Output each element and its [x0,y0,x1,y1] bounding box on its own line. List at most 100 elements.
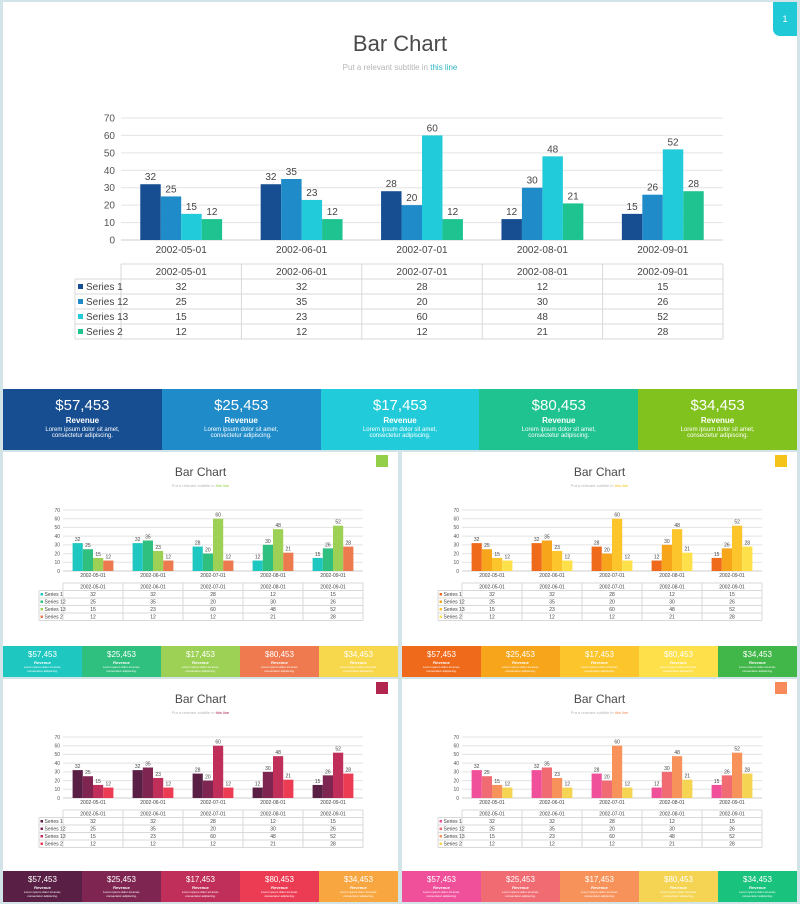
y-tick-label: 30 [54,770,60,776]
table-cell: 23 [150,834,156,840]
bar [93,784,104,798]
stat-desc: Lorem ipsum dolor sit amet, [501,890,539,894]
bar [442,219,463,240]
table-cell: 32 [176,282,188,293]
data-label: 25 [85,770,91,776]
table-cell: 26 [729,827,735,833]
bar [301,199,323,240]
stat-value: $34,453 [743,650,772,659]
bar [223,560,234,571]
bar [312,557,323,571]
x-tick-label: 2002-05-01 [80,573,106,579]
stat-value: $34,453 [344,875,373,884]
legend-swatch [78,299,83,304]
data-label: 28 [594,541,600,547]
bar [422,135,443,240]
stat-desc: consectetur adipiscing. [369,433,431,439]
stat-desc: Lorem ipsum dolor sit amet, [102,665,140,669]
y-tick-label: 40 [104,166,116,177]
stat-label: Revenue [670,660,687,665]
data-label: 12 [255,555,261,561]
bar [552,550,563,571]
table-cell: 12 [609,842,615,848]
bar [153,550,164,571]
stat-desc: Lorem ipsum dolor sit amet, [580,890,618,894]
stat-desc: consectetur adipiscing. [106,894,137,898]
stat-label: Revenue [350,885,367,890]
table-cell: 23 [549,607,555,613]
legend-label: Series 1 [86,282,123,293]
stat-value: $25,453 [107,875,136,884]
table-cell: 21 [270,842,276,848]
data-label: 48 [275,523,281,529]
stat-card-3: $17,453 Revenue Lorem ipsum dolor sit am… [560,646,639,677]
stat-desc: Lorem ipsum dolor sit amet, [339,890,377,894]
table-cell: 21 [669,842,675,848]
legend-swatch [439,835,442,838]
x-tick-label: 2002-06-01 [276,245,328,256]
y-tick-label: 30 [104,183,116,194]
legend-label: Series 12 [45,600,66,606]
table-header-cell: 2002-09-01 [719,812,745,818]
stat-card-2: $25,453 Revenue Lorem ipsum dolor sit am… [82,871,161,902]
data-label: 12 [447,207,459,218]
data-label: 20 [604,548,610,554]
table-cell: 20 [416,297,428,308]
table-header-cell: 2002-08-01 [659,585,685,591]
stat-label: Revenue [512,885,529,890]
bar [322,775,333,798]
stat-value: $57,453 [427,875,456,884]
stat-value: $80,453 [265,650,294,659]
data-label: 60 [427,123,439,134]
bar [142,540,153,571]
legend-label: Series 13 [444,834,465,840]
data-label: 26 [647,183,659,194]
stat-desc: Lorem ipsum dolor sit amet, [181,890,219,894]
table-cell: 28 [210,592,216,598]
table-cell: 25 [90,827,96,833]
y-tick-label: 60 [453,743,459,749]
table-cell: 28 [210,819,216,825]
bar [223,787,234,798]
bar [501,219,522,240]
stat-card-5: $34,453 Revenue Lorem ipsum dolor sit am… [638,389,797,450]
legend-label: Series 1 [45,592,64,598]
data-label: 32 [265,172,277,183]
table-cell: 60 [609,607,615,613]
bar [662,149,684,240]
x-tick-label: 2002-06-01 [539,573,565,579]
table-cell: 35 [549,827,555,833]
stat-desc: Lorem ipsum dolor sit amet, [23,890,61,894]
data-label: 23 [155,772,161,778]
data-label: 60 [614,740,620,746]
y-tick-label: 70 [453,508,459,514]
bar [661,771,672,798]
stat-desc: Lorem ipsum dolor sit amet, [580,665,618,669]
x-tick-label: 2002-09-01 [637,245,689,256]
data-label: 32 [534,764,540,770]
bar [72,543,83,571]
x-tick-label: 2002-06-01 [140,800,166,806]
data-label: 12 [206,207,218,218]
bar [401,205,422,240]
bar [672,529,683,571]
data-label: 12 [654,782,660,788]
bar [732,525,743,571]
slide-badge [376,682,388,694]
y-tick-label: 50 [453,752,459,758]
table-header-cell: 2002-08-01 [659,812,685,818]
stat-desc: consectetur adipiscing. [663,894,694,898]
data-label: 12 [625,555,631,561]
data-label: 52 [734,747,740,753]
table-header-cell: 2002-07-01 [599,585,625,591]
bar [93,557,104,571]
data-label: 30 [265,539,271,545]
bar [471,543,482,571]
bar [481,776,492,798]
legend-swatch [40,615,43,618]
y-tick-label: 70 [54,735,60,741]
stat-desc: Lorem ipsum dolor sit amet, [339,665,377,669]
table-cell: 12 [669,819,675,825]
x-tick-label: 2002-08-01 [659,573,685,579]
